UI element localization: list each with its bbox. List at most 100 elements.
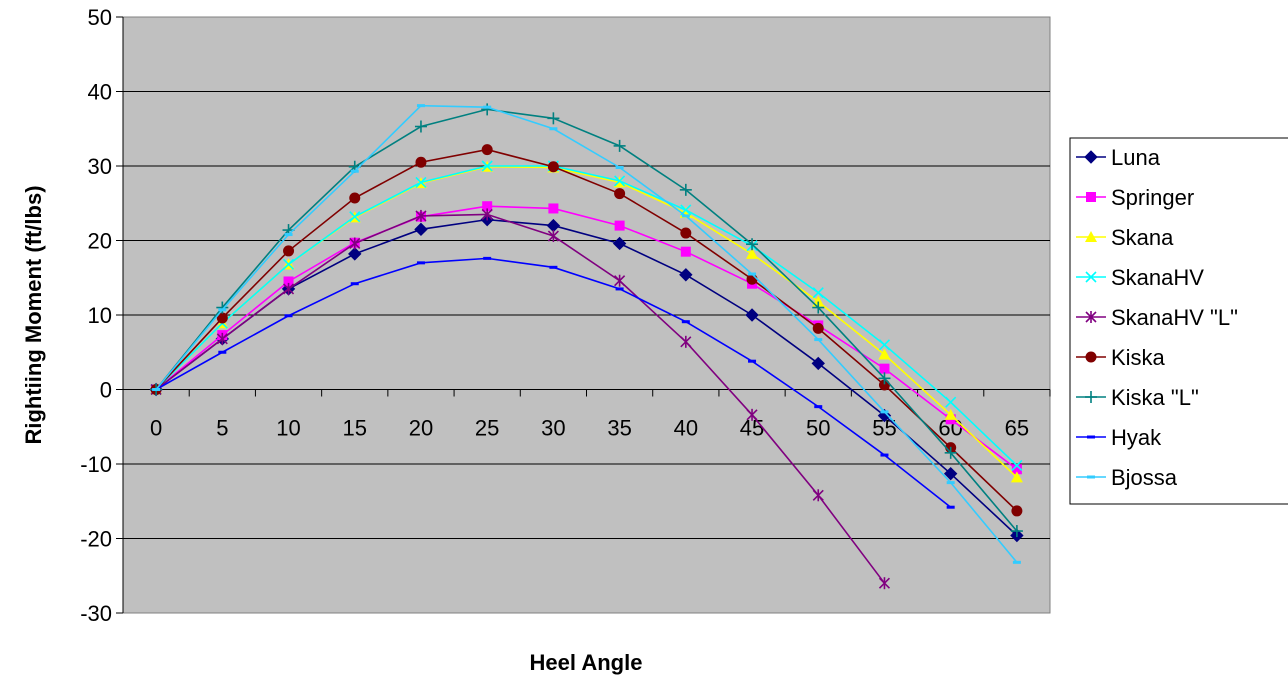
legend-item: Kiska "L": [1076, 385, 1199, 410]
data-point: [812, 301, 825, 314]
data-point: [284, 314, 293, 318]
y-tick-label: 0: [100, 378, 112, 403]
data-point: [945, 396, 957, 408]
data-point: [1011, 505, 1023, 517]
series-7: [150, 103, 1023, 538]
legend-box: [1069, 137, 1288, 505]
x-tick-label: 35: [607, 416, 631, 441]
data-point: [547, 112, 560, 125]
data-point: [946, 481, 955, 485]
data-point: [1011, 464, 1022, 475]
legend: Luna Springer Skana SkanaHV SkanaHV "L" Kiska…: [1069, 137, 1288, 505]
legend-swatch-marker: [1087, 475, 1095, 479]
data-point: [878, 348, 891, 360]
data-point: [680, 227, 692, 239]
data-point: [350, 169, 359, 173]
series-line: [155, 148, 1018, 512]
y-tick-label: 40: [88, 80, 112, 105]
data-point: [348, 247, 362, 261]
data-point: [879, 363, 890, 374]
x-tick-label: 25: [475, 416, 499, 441]
data-point: [284, 233, 293, 237]
x-tick-label: 10: [276, 416, 300, 441]
legend-item: Kiska: [1076, 345, 1166, 370]
x-tick-label: 0: [150, 416, 162, 441]
legend-item: Hyak: [1076, 425, 1162, 450]
y-tick-label: 10: [88, 303, 112, 328]
y-axis-title: Rightiing Moment (ft/lbs): [21, 185, 46, 444]
data-point: [680, 246, 691, 257]
legend-item: Springer: [1076, 185, 1194, 210]
legend-label: Kiska "L": [1111, 385, 1199, 410]
data-point: [414, 222, 428, 237]
legend-item: Luna: [1076, 145, 1161, 170]
legend-swatch-marker: [1085, 391, 1097, 403]
data-point: [349, 192, 361, 204]
data-point: [152, 388, 161, 391]
data-point: [878, 577, 891, 590]
data-point: [944, 408, 957, 420]
data-point: [548, 203, 559, 214]
data-point: [878, 372, 891, 385]
data-point: [614, 274, 626, 287]
x-tick-label: 15: [343, 416, 367, 441]
data-point: [549, 127, 558, 131]
data-point: [283, 276, 294, 287]
data-point: [615, 287, 624, 291]
legend-label: SkanaHV "L": [1111, 305, 1238, 330]
data-point: [547, 230, 559, 243]
data-point: [812, 489, 824, 502]
x-tick-labels: 0 5 10 15 20 25 30 35 40 45 50 55 60 65: [150, 416, 1029, 441]
data-point: [350, 282, 359, 286]
data-point: [814, 338, 823, 342]
series-line: [155, 108, 1018, 532]
legend-label: Bjossa: [1111, 465, 1178, 490]
legend-swatch-marker: [1085, 311, 1097, 323]
data-point: [414, 120, 427, 133]
data-point: [681, 320, 690, 324]
data-point: [679, 268, 693, 282]
legend-item: SkanaHV: [1076, 265, 1204, 290]
data-point: [218, 350, 227, 354]
legend-label: Kiska: [1111, 345, 1166, 370]
legend-label: Hyak: [1111, 425, 1162, 450]
data-point: [416, 104, 425, 108]
data-point: [282, 258, 295, 270]
data-point: [745, 308, 759, 322]
data-point: [614, 175, 626, 187]
data-point: [483, 256, 492, 260]
x-tick-label: 30: [541, 416, 565, 441]
data-point: [746, 238, 759, 251]
data-point: [1010, 525, 1023, 538]
data-point: [681, 214, 690, 218]
data-point: [614, 188, 626, 200]
data-point: [481, 144, 493, 156]
data-point: [946, 505, 955, 509]
data-point: [748, 359, 757, 363]
data-point: [614, 220, 625, 231]
x-tick-label: 65: [1005, 416, 1029, 441]
series-line: [155, 104, 1018, 563]
data-point: [680, 335, 692, 348]
y-tick-label: -30: [80, 601, 112, 626]
legend-swatch-marker: [1085, 231, 1097, 242]
data-point: [216, 312, 228, 324]
data-point: [746, 408, 758, 421]
legend-label: Luna: [1111, 145, 1161, 170]
series-line: [155, 218, 1018, 537]
series-line: [155, 205, 1018, 470]
data-point: [814, 405, 823, 409]
y-tick-label: -10: [80, 452, 112, 477]
data-point: [282, 282, 295, 295]
series-line: [155, 165, 1018, 467]
legend-label: Skana: [1111, 225, 1174, 250]
data-point: [415, 156, 427, 168]
series-9: [152, 104, 1021, 564]
data-point: [1010, 471, 1023, 483]
data-point: [880, 410, 889, 414]
y-tick-label: 50: [88, 5, 112, 30]
y-tick-label: 30: [88, 154, 112, 179]
data-point: [481, 208, 493, 221]
data-point: [481, 160, 493, 172]
